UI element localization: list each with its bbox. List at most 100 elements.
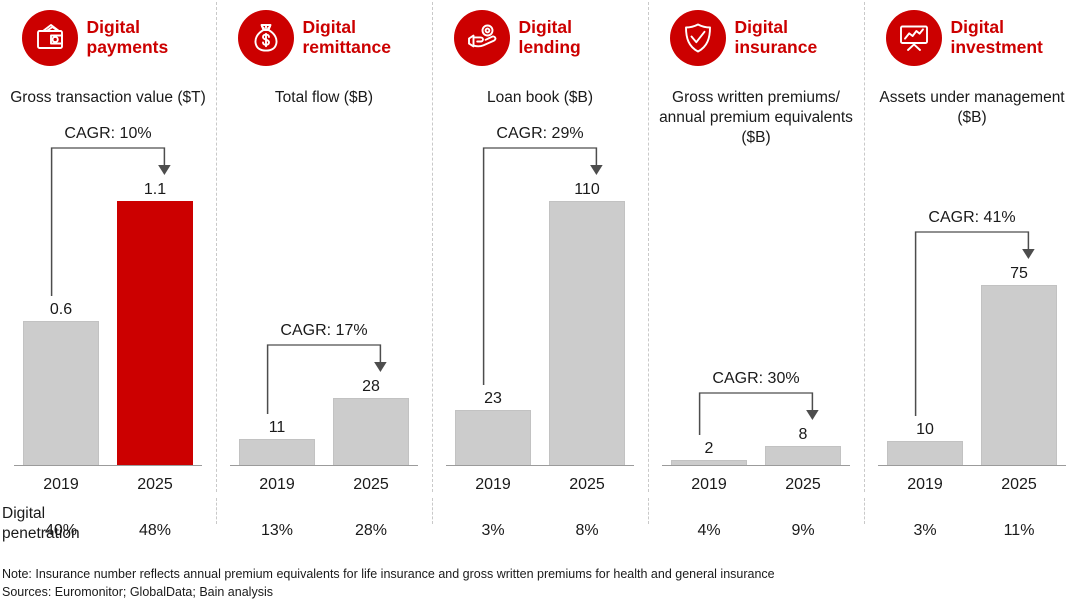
money-bag-icon [237,10,294,66]
penetration-values: 40% 48% [14,522,202,540]
panel-title: Digital insurance [734,17,818,57]
x-tick-label: 2019 [43,476,79,493]
bar [333,398,409,465]
footnotes: Note: Insurance number reflects annual p… [2,566,1072,602]
bar-item: 10 [887,165,963,465]
bar-item: 11 [239,165,315,465]
penetration-values: 3% 8% [446,522,634,540]
x-tick-label: 2019 [907,476,943,493]
bar-item: 23 [455,165,531,465]
panel-digital-lending: Digital lending Loan book ($B) CAGR: 29% 23… [432,0,648,500]
x-axis-labels: 2019 2025 [230,476,418,494]
panel-digital-insurance: Digital insurance Gross written premiums/… [648,0,864,500]
panel-plot: CAGR: 17% 11 28 2019 2025 [230,142,418,500]
bar-value-label: 10 [916,421,934,438]
panel-metric-label: Gross transaction value ($T) [10,89,206,106]
panel-plot: CAGR: 41% 10 75 2019 2025 [878,142,1066,500]
penetration-values: 13% 28% [230,522,418,540]
bar-value-label: 23 [484,390,502,407]
x-tick-label: 2025 [785,476,821,493]
bar-item: 75 [981,165,1057,465]
panel-title: Digital remittance [302,17,392,57]
bar [549,201,625,465]
bar-item: 2 [671,165,747,465]
penetration-value: 13% [260,522,294,539]
panel-metric-label: Loan book ($B) [487,89,593,106]
panel-metric-label: Assets under management ($B) [879,89,1065,127]
bar-value-label: 75 [1010,265,1028,282]
x-axis-line [14,465,202,466]
penetration-value: 9% [791,522,815,539]
chart-screen-icon [885,10,942,66]
bar [671,460,747,465]
bar [239,439,315,465]
penetration-cell: 4% 9% [648,498,864,558]
x-tick-label: 2019 [691,476,727,493]
digital-penetration-row: 40% 48% 13% 28% 3% 8% 4% 9% 3% 11% Digital penetr… [0,498,1080,558]
penetration-values: 4% 9% [662,522,850,540]
x-tick-label: 2025 [353,476,389,493]
shield-check-icon [669,10,726,66]
bar-value-label: 28 [362,378,380,395]
bar-value-label: 2 [704,440,714,457]
x-tick-label: 2019 [259,476,295,493]
panel-digital-investment: Digital investment Assets under managemen… [864,0,1080,500]
bar-value-label: 8 [798,426,808,443]
bar-item: 0.6 [23,165,99,465]
panel-digital-payments: Digital payments Gross transaction value … [0,0,216,500]
bar [765,446,841,465]
panel-header: Digital insurance [648,0,864,76]
x-axis-line [446,465,634,466]
bar-group: 10 75 [878,165,1066,465]
panel-title: Digital payments [86,17,169,57]
panel-header: Digital lending [432,0,648,76]
x-axis-line [662,465,850,466]
x-tick-label: 2019 [475,476,511,493]
x-axis-labels: 2019 2025 [878,476,1066,494]
panel-header: Digital payments [0,0,216,76]
bar [117,201,193,465]
panel-plot: CAGR: 29% 23 110 2019 2025 [446,126,634,500]
bar-item: 110 [549,165,625,465]
bar-item: 8 [765,165,841,465]
x-tick-label: 2025 [569,476,605,493]
penetration-cells: 40% 48% 13% 28% 3% 8% 4% 9% 3% 11% [0,498,1080,558]
x-tick-label: 2025 [1001,476,1037,493]
x-axis-line [230,465,418,466]
footnote-sources: Sources: Euromonitor; GlobalData; Bain a… [2,584,273,599]
bar-group: 23 110 [446,165,634,465]
bar-value-label: 1.1 [143,181,167,198]
panel-header: Digital investment [864,0,1080,76]
bar-value-label: 11 [268,419,286,436]
x-axis-labels: 2019 2025 [14,476,202,494]
penetration-value: 48% [138,522,172,539]
panel-header: Digital remittance [216,0,432,76]
penetration-cell: 3% 8% [432,498,648,558]
penetration-value: 3% [913,522,937,539]
bar-item: 1.1 [117,165,193,465]
penetration-row-label: Digital penetration [2,505,80,542]
penetration-cell: 3% 11% [864,498,1080,558]
panel-metric-label: Total flow ($B) [274,89,374,106]
hand-coin-icon [453,10,510,66]
x-axis-labels: 2019 2025 [446,476,634,494]
wallet-icon [21,10,78,66]
bar [887,441,963,465]
penetration-value: 28% [354,522,388,539]
panel-title: Digital lending [518,17,581,57]
penetration-value: 8% [575,522,599,539]
panel-title: Digital investment [950,17,1043,57]
bar-group: 0.6 1.1 [14,165,202,465]
penetration-value: 11% [1003,522,1035,539]
bar-group: 11 28 [230,165,418,465]
footnote-note: Note: Insurance number reflects annual p… [2,567,775,581]
panel-strip: Digital payments Gross transaction value … [0,0,1080,500]
bar [23,321,99,465]
panel-plot: CAGR: 30% 2 8 2019 2025 [662,142,850,500]
panel-digital-remittance: Digital remittance Total flow ($B) CAGR: 1… [216,0,432,500]
penetration-cell: 13% 28% [216,498,432,558]
bar [981,285,1057,465]
x-axis-line [878,465,1066,466]
